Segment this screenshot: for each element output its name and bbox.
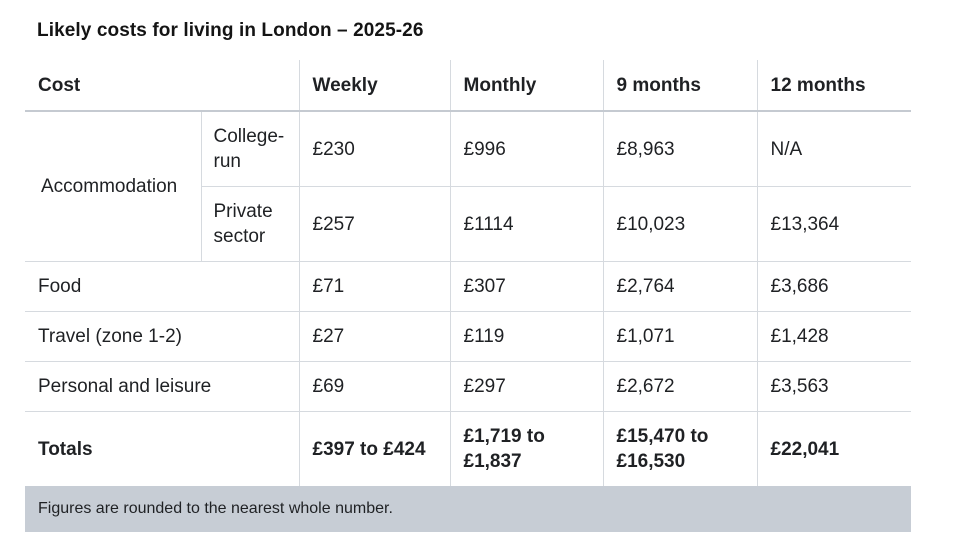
header-12-months: 12 months [757, 60, 912, 112]
table-row: Personal and leisure £69 £297 £2,672 £3,… [25, 361, 912, 412]
table-caption: Likely costs for living in London – 2025… [37, 20, 424, 41]
monthly-cell: £1114 [450, 186, 604, 262]
rounding-note: Figures are rounded to the nearest whole… [25, 486, 911, 532]
living-costs-table: Cost Weekly Monthly 9 months 12 months A… [25, 60, 912, 486]
twelve-month-cell: N/A [757, 111, 912, 187]
row-label: Personal and leisure [25, 361, 300, 412]
totals-row: Totals £397 to £424 £1,719 to £1,837 £15… [25, 411, 911, 486]
nine-month-cell: £1,071 [603, 311, 758, 362]
header-9-months: 9 months [603, 60, 758, 112]
table-row: Travel (zone 1-2) £27 £119 £1,071 £1,428 [25, 311, 912, 362]
nine-month-cell: £10,023 [603, 186, 758, 262]
totals-label: Totals [25, 411, 300, 486]
monthly-cell: £996 [450, 111, 604, 187]
twelve-month-cell: £1,428 [757, 311, 912, 362]
twelve-month-cell: £3,563 [757, 361, 912, 412]
table-row: Private sector £257 £1114 £10,023 £13,36… [25, 186, 912, 262]
monthly-cell: £119 [450, 311, 604, 362]
table-row: Accommodation College-run £230 £996 £8,9… [25, 111, 912, 262]
row-label: Travel (zone 1-2) [25, 311, 300, 362]
row-label: Food [25, 261, 300, 312]
nine-month-cell: £8,963 [603, 111, 758, 187]
weekly-cell: £257 [299, 186, 451, 262]
weekly-cell: £27 [299, 311, 451, 362]
weekly-total: £397 to £424 [299, 411, 451, 486]
header-row: Cost Weekly Monthly 9 months 12 months [25, 60, 912, 112]
weekly-cell: £71 [299, 261, 451, 312]
subcategory-label: Private sector [201, 186, 300, 262]
monthly-total: £1,719 to £1,837 [450, 411, 604, 486]
monthly-cell: £307 [450, 261, 604, 312]
weekly-cell: £69 [299, 361, 451, 412]
subcategory-label: College-run [201, 111, 300, 187]
table-row: Food £71 £307 £2,764 £3,686 [25, 261, 912, 312]
nine-month-total: £15,470 to £16,530 [603, 411, 758, 486]
header-monthly: Monthly [450, 60, 604, 112]
twelve-month-cell: £13,364 [757, 186, 912, 262]
nine-month-cell: £2,672 [603, 361, 758, 412]
header-weekly: Weekly [299, 60, 451, 112]
twelve-month-total: £22,041 [770, 438, 840, 460]
header-cost: Cost [25, 60, 300, 112]
twelve-month-cell: £3,686 [757, 261, 912, 312]
nine-month-cell: £2,764 [603, 261, 758, 312]
monthly-cell: £297 [450, 361, 604, 412]
accommodation-label: Accommodation [25, 111, 202, 262]
weekly-cell: £230 [299, 111, 451, 187]
